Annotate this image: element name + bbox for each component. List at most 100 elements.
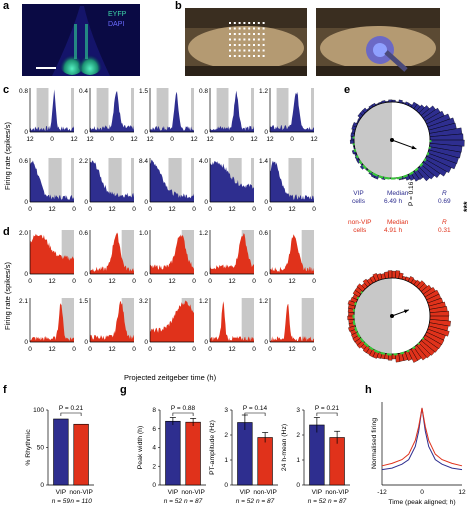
electrode-dot [248, 33, 251, 35]
cell-phase-dot [373, 349, 377, 352]
cell-phase-dot [393, 353, 396, 356]
panel-label-c: c [3, 84, 10, 96]
electrode-dot [238, 22, 241, 24]
electrode-dot [253, 44, 255, 46]
trace-plot: 8.400 12 0 [139, 158, 196, 213]
x-tick-label: 12 [48, 206, 56, 213]
electrode-dot [257, 33, 260, 35]
x-category-label: non-VIP [325, 489, 349, 496]
firing-rate-area [90, 301, 134, 342]
cell-phase-dot [352, 143, 355, 146]
x-tick-label: 12 [108, 346, 116, 353]
electrode-dot [233, 27, 236, 30]
x-tick-label: 0 [252, 346, 256, 353]
y-axis-label: PT-amplitude (Hz) [209, 420, 216, 475]
electrode-dot [257, 44, 260, 46]
n-label: n = 87 [256, 498, 275, 505]
bar-VIP [53, 418, 69, 486]
electrode-dot [229, 27, 231, 30]
night-shading [121, 230, 134, 274]
nonvip-histogram [347, 270, 451, 363]
panel-b-photo-left [185, 8, 307, 76]
d-ylabel: Firing rate (spikes/s) [3, 262, 12, 330]
x-tick-label: 12 [288, 278, 296, 285]
p-bracket [172, 412, 194, 416]
x-category-label: VIP [168, 489, 178, 496]
night-shading [61, 230, 74, 274]
x-tick-label: 0 [28, 278, 32, 285]
x-tick-label: 12 [70, 136, 78, 143]
x-tick-label: 0 [252, 278, 256, 285]
electrode-grid [229, 22, 265, 57]
y-tick-top: 0.4 [79, 88, 88, 95]
night-shading [276, 88, 289, 132]
x-category-label: VIP [312, 489, 322, 496]
x-tick-label: 12 [228, 278, 236, 285]
vip-median-value: 6.49 h [384, 198, 403, 205]
y-tick-top: 0.6 [79, 230, 88, 237]
cell-phase-dot [414, 169, 417, 172]
x-tick-label: 12 [288, 206, 296, 213]
trace-plot: 4.000 12 0 [199, 158, 256, 213]
night-shading [311, 88, 314, 132]
p-bracket [244, 412, 266, 416]
x-tick-label: 12 [458, 489, 466, 496]
electrode-dot [262, 55, 265, 57]
cell-phase-dot [372, 172, 375, 175]
electrode-dot [257, 49, 260, 52]
nonvip-r-label: R [442, 219, 447, 226]
x-tick-label: 12 [146, 136, 154, 143]
y-tick-zero: 0 [144, 339, 148, 346]
y-tick-top: 1.4 [259, 158, 268, 165]
electrode-dot [248, 44, 251, 46]
firing-rate-area [150, 159, 194, 202]
night-shading [301, 298, 314, 342]
cell-phase-dot [356, 155, 359, 158]
x-tick-label: 0 [192, 278, 196, 285]
y-tick-zero: 0 [24, 129, 28, 136]
n-label: n = 110 [70, 498, 92, 505]
x-tick-label: 0 [88, 346, 92, 353]
electrode-dot [257, 55, 260, 57]
cell-phase-dot [422, 337, 425, 340]
firing-rate-area [210, 90, 254, 132]
x-tick-label: 0 [252, 206, 256, 213]
p-bracket [60, 412, 82, 416]
electrode-dot [257, 38, 260, 41]
electrode-dot [257, 27, 260, 30]
electrode-dot [238, 44, 241, 46]
x-tick-label: 0 [208, 206, 212, 213]
cell-phase-dot [428, 146, 431, 149]
y-tick-zero: 0 [144, 199, 148, 206]
y-tick-zero: 0 [84, 129, 88, 136]
x-tick-label: 0 [88, 206, 92, 213]
electrode-dot [233, 22, 236, 24]
night-half [354, 102, 392, 178]
cell-phase-dot [406, 350, 409, 353]
vip-r-value: 0.69 [438, 198, 451, 205]
night-shading [288, 158, 302, 202]
y-tick-top: 1.2 [259, 88, 268, 95]
trace-plot: 1.200 12 0 [259, 298, 316, 353]
x-tick-label: 0 [170, 136, 174, 143]
x-tick-label: 12 [190, 136, 198, 143]
night-shading [121, 298, 134, 342]
night-shading [191, 88, 194, 132]
bar-non-VIP [257, 437, 273, 486]
cell-phase-dot [396, 177, 399, 180]
night-shading [311, 158, 314, 202]
cell-phase-dot [423, 159, 426, 162]
cell-phase-dot [412, 346, 415, 350]
electrode-dot [262, 33, 265, 35]
cell-phase-dot [358, 160, 362, 163]
cell-phase-dot [386, 353, 389, 356]
trace-plot: 2.000 12 0 [19, 230, 76, 285]
electrode-dot [253, 22, 255, 24]
electrode-dot [253, 33, 255, 35]
x-category-label: non-VIP [69, 489, 93, 496]
p-bracket [316, 412, 338, 416]
